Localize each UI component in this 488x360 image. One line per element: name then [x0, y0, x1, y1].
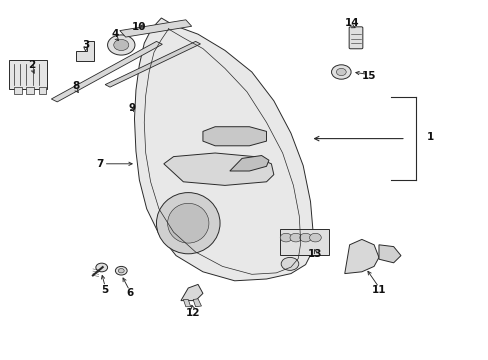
Polygon shape: [163, 153, 273, 185]
FancyBboxPatch shape: [279, 229, 328, 255]
Text: 15: 15: [361, 71, 376, 81]
Circle shape: [299, 233, 311, 242]
Polygon shape: [181, 284, 203, 301]
Polygon shape: [344, 239, 378, 274]
Text: 9: 9: [128, 103, 135, 113]
Circle shape: [331, 65, 350, 79]
Text: 7: 7: [96, 159, 104, 169]
FancyBboxPatch shape: [39, 87, 46, 94]
Polygon shape: [51, 41, 162, 102]
Text: 1: 1: [426, 132, 433, 142]
Polygon shape: [378, 245, 400, 263]
Circle shape: [96, 263, 107, 272]
Ellipse shape: [167, 203, 208, 243]
Polygon shape: [120, 20, 191, 37]
Circle shape: [281, 257, 298, 270]
Polygon shape: [134, 18, 312, 281]
Polygon shape: [76, 41, 94, 61]
Circle shape: [336, 68, 346, 76]
Polygon shape: [229, 156, 268, 171]
Circle shape: [289, 233, 301, 242]
Text: 6: 6: [126, 288, 133, 298]
Polygon shape: [183, 300, 190, 307]
Text: 11: 11: [371, 285, 386, 295]
FancyBboxPatch shape: [26, 87, 34, 94]
FancyBboxPatch shape: [14, 87, 22, 94]
Circle shape: [280, 233, 291, 242]
FancyBboxPatch shape: [9, 60, 47, 89]
FancyBboxPatch shape: [348, 27, 362, 49]
Circle shape: [107, 35, 135, 55]
Polygon shape: [105, 41, 200, 87]
Text: 13: 13: [307, 249, 322, 259]
Text: 4: 4: [111, 29, 119, 39]
Circle shape: [114, 40, 128, 50]
Ellipse shape: [156, 193, 220, 254]
Text: 2: 2: [28, 60, 35, 70]
Circle shape: [118, 269, 124, 273]
Text: 3: 3: [82, 40, 89, 50]
Polygon shape: [193, 299, 201, 307]
Text: 10: 10: [132, 22, 146, 32]
Text: 12: 12: [185, 308, 200, 318]
Text: 8: 8: [72, 81, 79, 91]
Text: 5: 5: [102, 285, 108, 295]
Circle shape: [115, 266, 127, 275]
Polygon shape: [203, 127, 266, 146]
Circle shape: [309, 233, 321, 242]
Text: 14: 14: [344, 18, 359, 28]
